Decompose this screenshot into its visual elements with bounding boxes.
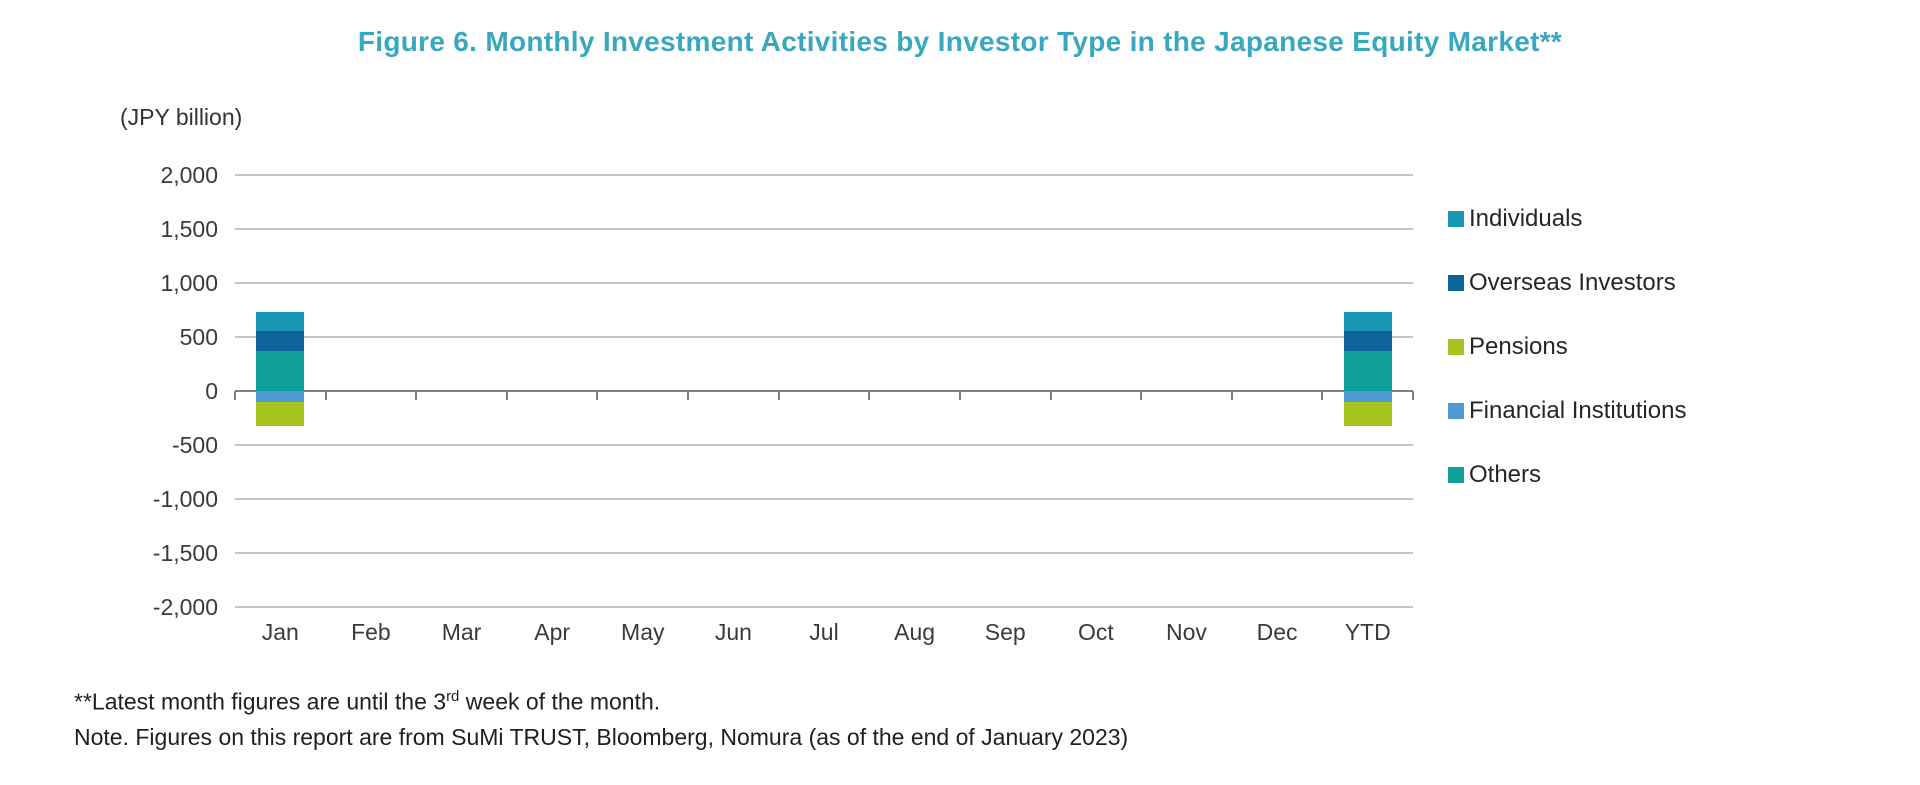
zero-axis-tick [958,391,961,400]
legend-label-overseas-investors: Overseas Investors [1469,269,1676,296]
zero-axis-tick [596,391,599,400]
gridline-1000 [235,282,1413,284]
zero-axis-tick [777,391,780,400]
gridline-2000 [235,174,1413,176]
x-tick-label-oct: Oct [1077,619,1114,645]
y-axis-unit-label: (JPY billion) [120,104,243,130]
zero-axis-tick [1230,391,1233,400]
gridline--1000 [235,498,1413,500]
x-tick-label-jan: Jan [261,619,299,645]
x-tick-label-may: May [621,619,665,645]
legend-label-financial-institutions: Financial Institutions [1469,397,1687,424]
x-tick-label-aug: Aug [894,619,936,645]
legend-item-individuals: Individuals [1448,205,1583,232]
y-tick-label-500: 500 [179,324,218,350]
legend-item-overseas-investors: Overseas Investors [1448,269,1676,296]
legend-swatch-individuals-icon [1448,211,1464,227]
zero-axis-tick [687,391,690,400]
x-tick-label-feb: Feb [351,619,391,645]
footnote-latest-month: **Latest month figures are until the 3rd… [74,688,660,716]
legend-swatch-overseas-investors-icon [1448,275,1464,291]
bar-segment-financial-institutions-ytd [1343,391,1392,402]
legend-item-others: Others [1448,461,1542,488]
y-tick-label--1500: -1,500 [152,540,218,566]
zero-axis-tick [1412,391,1414,400]
y-tick-label-1500: 1,500 [160,216,218,242]
bar-segment-individuals-ytd [1343,312,1392,331]
zero-axis-tick [868,391,871,400]
bar-segment-overseas-investors-ytd [1343,330,1392,352]
y-tick-label--500: -500 [171,432,218,458]
x-tick-label-nov: Nov [1166,619,1207,645]
zero-axis-tick [505,391,508,400]
x-tick-label-sep: Sep [984,619,1026,645]
bar-segment-individuals-jan [256,312,305,331]
bar-segment-others-ytd [1343,351,1392,391]
zero-axis-tick [415,391,418,400]
bar-segment-financial-institutions-jan [256,391,305,402]
legend-item-financial-institutions: Financial Institutions [1448,397,1687,424]
legend-swatch-financial-institutions-icon [1448,403,1464,419]
y-tick-label-2000: 2,000 [160,162,218,188]
gridline--1500 [235,552,1413,554]
gridline-500 [235,336,1413,338]
zero-axis-tick [234,391,236,400]
footnote-source: Note. Figures on this report are from Su… [74,724,1129,750]
chart-title: Figure 6. Monthly Investment Activities … [357,26,1563,57]
x-tick-label-ytd: YTD [1344,619,1391,645]
zero-axis-tick [1321,391,1324,400]
y-tick-label-0: 0 [205,378,218,404]
plot-area [234,174,1414,608]
bar-segment-pensions-ytd [1343,401,1392,426]
y-tick-label--1000: -1,000 [152,486,218,512]
x-tick-label-dec: Dec [1256,619,1298,645]
x-tick-label-jul: Jul [809,619,839,645]
legend-label-pensions: Pensions [1469,333,1568,360]
footnote-text-rest: week of the month. [459,688,661,715]
legend-swatch-others-icon [1448,467,1464,483]
gridline--2000 [235,606,1413,608]
y-tick-label-1000: 1,000 [160,270,218,296]
legend-label-others: Others [1469,461,1542,488]
gridline--500 [235,444,1413,446]
legend-item-pensions: Pensions [1448,333,1568,360]
bar-segment-others-jan [256,351,305,391]
bar-segment-pensions-jan [256,401,305,426]
zero-axis-tick [1140,391,1143,400]
zero-axis-tick [1049,391,1052,400]
footnote-text: **Latest month figures are until the 3 [74,688,447,715]
legend-swatch-pensions-icon [1448,339,1464,355]
x-tick-label-jun: Jun [714,619,752,645]
y-tick-label--2000: -2,000 [152,594,218,620]
footnote-superscript: rd [446,688,460,705]
x-tick-label-apr: Apr [534,619,571,645]
gridline-1500 [235,228,1413,230]
zero-axis-tick [324,391,327,400]
x-tick-label-mar: Mar [441,619,482,645]
gridline-0 [235,390,1413,392]
bar-segment-overseas-investors-jan [256,330,305,352]
legend-label-individuals: Individuals [1469,205,1583,232]
